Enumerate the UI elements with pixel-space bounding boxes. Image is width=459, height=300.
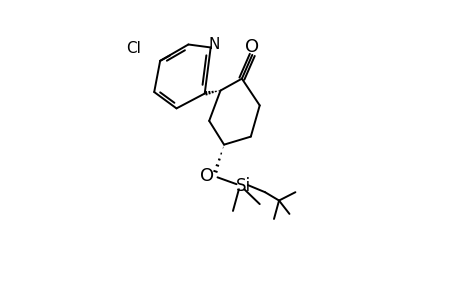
- Text: N: N: [208, 37, 219, 52]
- Text: Si: Si: [235, 177, 251, 195]
- Text: Cl: Cl: [126, 41, 140, 56]
- Text: O: O: [245, 38, 259, 56]
- Text: O: O: [200, 167, 214, 185]
